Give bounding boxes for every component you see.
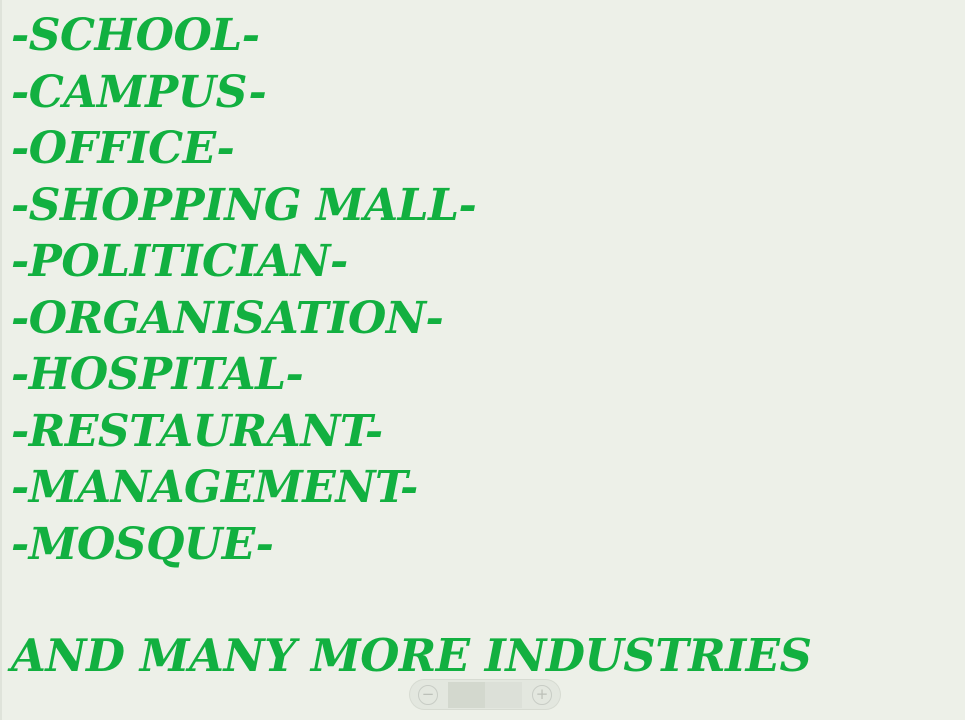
list-item: -HOSPITAL- [11,349,304,400]
list-item: -RESTAURANT- [11,405,383,457]
page-left-edge [0,0,2,720]
list-item: -CAMPUS- [11,66,267,118]
zoom-out-icon[interactable]: − [418,685,438,705]
list-item: -SHOPPING MALL- [11,179,477,231]
footer-text: AND MANY MORE INDUSTRIES [11,629,812,682]
zoom-control: − + [409,679,561,710]
list-item: -MANAGEMENT- [11,462,418,513]
zoom-slider[interactable] [448,682,522,708]
zoom-in-icon[interactable]: + [532,685,552,705]
list-item: -SCHOOL- [11,10,260,61]
list-item: -MOSQUE- [11,518,274,570]
list-item: -POLITICIAN- [11,236,348,287]
industry-list: -SCHOOL- -CAMPUS- -OFFICE- -SHOPPING MAL… [11,10,477,575]
list-item: -ORGANISATION- [11,292,444,344]
zoom-slider-fill [448,682,485,708]
list-item: -OFFICE- [11,123,235,174]
